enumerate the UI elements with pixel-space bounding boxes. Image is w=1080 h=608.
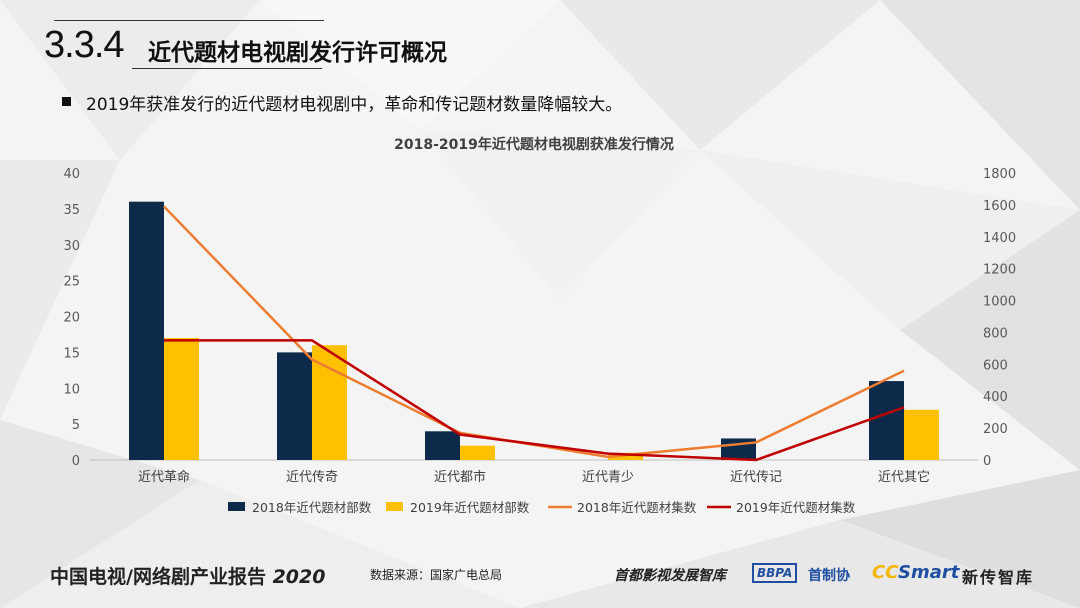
legend-label: 2018年近代题材部数 bbox=[252, 500, 372, 515]
bar bbox=[164, 338, 199, 460]
x-tick-label: 近代革命 bbox=[138, 469, 190, 485]
y-left-tick-label: 15 bbox=[63, 346, 80, 361]
bar bbox=[608, 452, 643, 460]
footer-report-name: 中国电视/网络剧产业报告 bbox=[50, 566, 266, 588]
logo-bbpa-mark: BBPA bbox=[752, 563, 798, 583]
y-left-tick-label: 10 bbox=[63, 382, 80, 397]
bar bbox=[312, 345, 347, 460]
logo-capital-film-think-tank: 首都影视发展智库 bbox=[614, 568, 726, 584]
y-right-tick-label: 1800 bbox=[983, 167, 1016, 182]
y-right-tick-label: 800 bbox=[983, 326, 1008, 341]
y-left-tick-label: 30 bbox=[63, 239, 80, 254]
logo-ccsmart-cc: CC bbox=[872, 562, 899, 583]
bar bbox=[129, 201, 164, 460]
legend-label: 2019年近代题材集数 bbox=[736, 500, 856, 515]
logo-ccsmart-smart: Smart bbox=[898, 562, 960, 583]
series-line bbox=[163, 205, 905, 459]
legend-label: 2019年近代题材部数 bbox=[410, 500, 530, 515]
legend-swatch bbox=[228, 502, 245, 511]
chart-title: 2018-2019年近代题材电视剧获准发行情况 bbox=[394, 136, 674, 153]
y-left-tick-label: 5 bbox=[72, 418, 80, 433]
y-left-tick-label: 35 bbox=[63, 203, 80, 218]
bar bbox=[277, 352, 312, 460]
bar bbox=[460, 445, 495, 460]
footer-source: 数据来源：国家广电总局 bbox=[370, 568, 503, 582]
x-tick-label: 近代传记 bbox=[730, 470, 782, 485]
x-tick-label: 近代青少 bbox=[582, 470, 634, 485]
bullet-text: 2019年获准发行的近代题材电视剧中，革命和传记题材数量降幅较大。 bbox=[86, 95, 623, 115]
y-left-tick-label: 0 bbox=[72, 454, 80, 469]
section-number: 3.3.4 bbox=[44, 24, 125, 66]
footer-report-title: 中国电视/网络剧产业报告 2020 bbox=[50, 562, 325, 589]
bar bbox=[721, 438, 756, 460]
y-right-tick-label: 1400 bbox=[983, 231, 1016, 246]
y-left-tick-label: 20 bbox=[63, 311, 80, 326]
x-tick-label: 近代其它 bbox=[878, 469, 930, 485]
y-right-tick-label: 1000 bbox=[983, 295, 1016, 310]
logo-ccsmart-text: 新传智库 bbox=[962, 568, 1035, 587]
y-right-tick-label: 1200 bbox=[983, 263, 1016, 278]
x-tick-label: 近代都市 bbox=[434, 469, 486, 485]
y-right-tick-label: 200 bbox=[983, 422, 1008, 437]
legend-label: 2018年近代题材集数 bbox=[577, 500, 697, 515]
bar bbox=[904, 409, 939, 460]
title-rule-bottom bbox=[132, 68, 322, 69]
y-right-tick-label: 1600 bbox=[983, 199, 1016, 214]
y-right-tick-label: 400 bbox=[983, 390, 1008, 405]
y-left-tick-label: 40 bbox=[63, 167, 80, 182]
bar bbox=[869, 381, 904, 460]
logo-bbpa-text: 首制协 bbox=[808, 568, 850, 584]
bullet-square-icon bbox=[62, 97, 71, 106]
series-line bbox=[164, 339, 905, 462]
y-left-tick-label: 25 bbox=[63, 275, 80, 290]
footer-report-year: 2020 bbox=[272, 566, 326, 588]
legend-swatch bbox=[386, 502, 403, 511]
y-right-tick-label: 600 bbox=[983, 358, 1008, 373]
bar bbox=[425, 431, 460, 460]
x-tick-label: 近代传奇 bbox=[286, 469, 338, 485]
title-rule-top bbox=[54, 20, 324, 21]
y-right-tick-label: 0 bbox=[983, 454, 991, 469]
section-title: 近代题材电视剧发行许可概况 bbox=[148, 40, 447, 66]
